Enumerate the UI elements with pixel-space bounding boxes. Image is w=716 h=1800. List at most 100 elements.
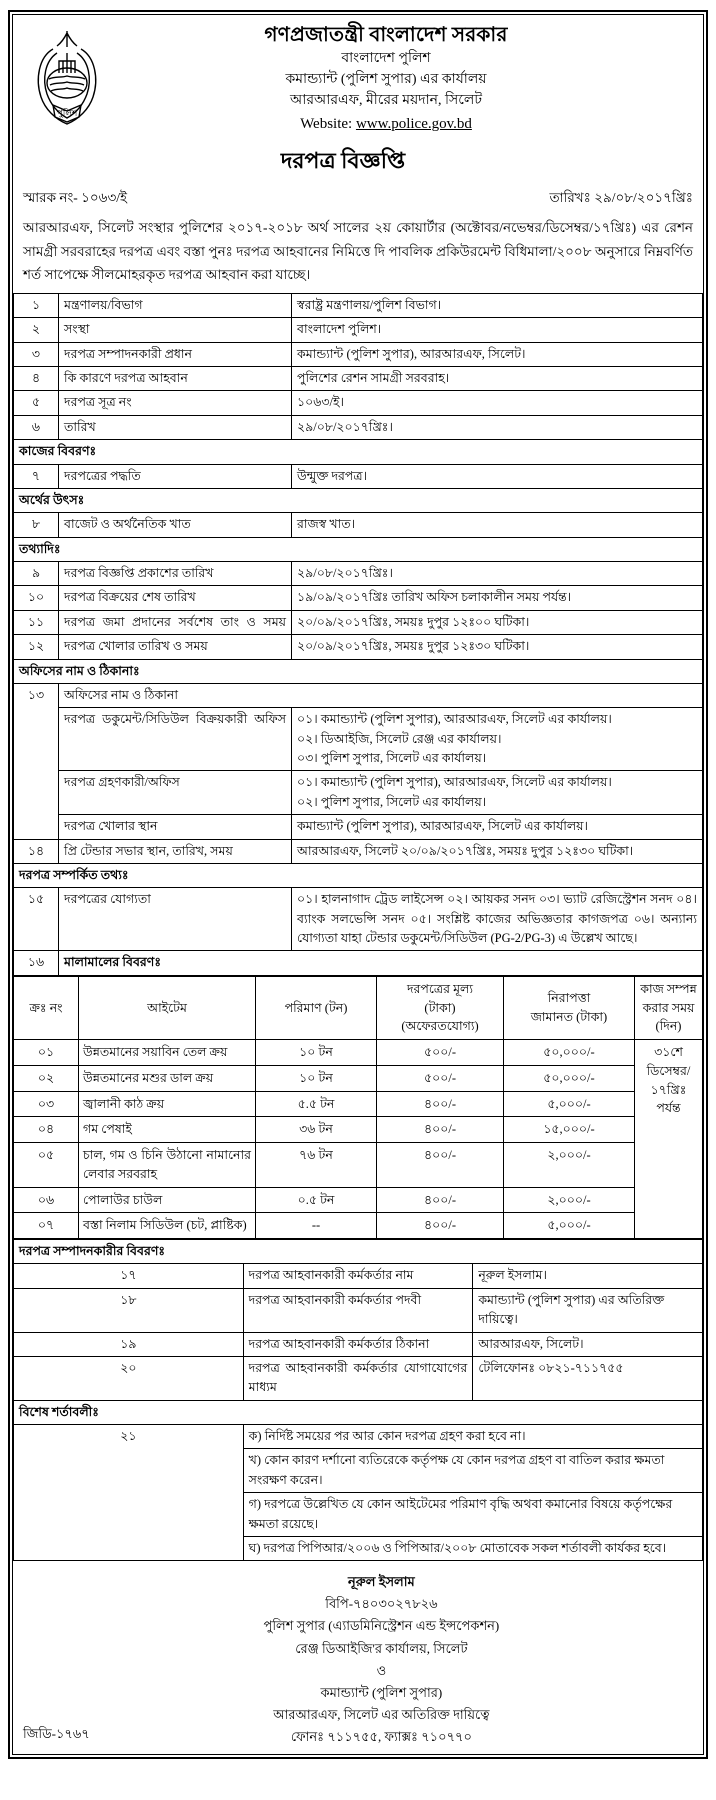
row-label: দরপত্র আহবানকারী কর্মকর্তার নাম	[242, 1263, 474, 1289]
row-value: টেলিফোনঃ ০৮২১-৭১১৭৫৫	[472, 1355, 703, 1401]
row-serial: ৩	[13, 341, 59, 368]
col-header-tender-price: দরপত্রের মূল্য (টাকা) (অফেরতযোগ্য)	[376, 975, 504, 1041]
condition-row: ২১ ক) নির্দিষ্ট সময়ের পর আর কোন দরপত্র …	[13, 1423, 704, 1562]
goods-items-table: ক্রঃ নং আইটেম পরিমাণ (টন) দরপত্রের মূল্য…	[13, 975, 703, 1239]
section-information: তথ্যাদিঃ	[13, 536, 703, 563]
row-serial: ১৩	[13, 682, 59, 840]
completion-time-value: ৩১শে ডিসেম্বর/১৭খ্রিঃ পর্যন্ত	[634, 1039, 703, 1239]
section-work-description: কাজের বিবরণঃ	[13, 439, 703, 465]
row-label: বাজেট ও অর্থনৈতিক খাত	[58, 512, 292, 538]
section-tender-related-info: দরপত্র সম্পর্কিত তথ্যঃ	[13, 862, 703, 889]
row-serial: ১২	[13, 634, 59, 660]
row-label: সংস্থা	[58, 317, 292, 343]
row-label: দরপত্র জমা প্রদানের সর্বশেষ তাং ও সময়	[58, 609, 292, 636]
row-value: কমান্ড্যান্ট (পুলিশ সুপার) এর অতিরিক্ত দ…	[472, 1287, 703, 1333]
item-row: ০৫ চাল, গম ও চিনি উঠানো নামানোর লেবার সর…	[13, 1142, 703, 1188]
row-value: পুলিশের রেশন সামগ্রী সরবরাহ।	[291, 365, 703, 392]
bangladesh-police-crest-icon: পুলিশ	[19, 23, 115, 131]
intro-paragraph: আরআরএফ, সিলেট সংস্থার পুলিশের ২০১৭-২০১৮ …	[23, 220, 693, 283]
table-row: ১১ দরপত্র জমা প্রদানের সর্বশেষ তাং ও সময…	[13, 609, 703, 636]
row-label: কি কারণে দরপত্র আহবান	[58, 365, 292, 392]
row-serial: ২০	[13, 1355, 244, 1401]
table-row: ৯ দরপত্র বিজ্ঞপ্তি প্রকাশের তারিখ ২৯/০৮/…	[13, 560, 703, 587]
table-row: ১০ দরপত্র বিক্রয়ের শেষ তারিখ ১৯/০৯/২০১৭…	[13, 585, 703, 611]
signatory-office-2: আরআরএফ, সিলেট এর অতিরিক্ত দায়িত্বে	[273, 1706, 490, 1722]
items-header-row: ক্রঃ নং আইটেম পরিমাণ (টন) দরপত্রের মূল্য…	[13, 975, 703, 1041]
table-row: ১৯ দরপত্র আহবানকারী কর্মকর্তার ঠিকানা আর…	[13, 1331, 703, 1357]
item-row: ০২ উন্নতমানের মশুর ডাল ক্রয় ১০ টন ৫০০/-…	[13, 1064, 703, 1092]
item-row: ০৩ জ্বালানী কাঠ ক্রয় ৫.৫ টন ৪০০/- ৫,০০০…	[13, 1090, 703, 1118]
col-header-line: করার সময়	[642, 1000, 695, 1015]
col-header-line: নিরাপত্তা	[547, 991, 591, 1006]
section-executor-details: দরপত্র সম্পাদনকারীর বিবরণঃ	[13, 1238, 703, 1265]
table-row: ৫ দরপত্র সূত্র নং ১০৬৩/ই।	[13, 390, 703, 416]
row-value: আরআরএফ, সিলেট ২০/০৯/২০১৭খ্রিঃ, সময়ঃ দুপ…	[291, 838, 703, 864]
item-tender-price: ৪০০/-	[376, 1142, 504, 1188]
memo-date: তারিখঃ ২৯/০৮/২০১৭খ্রিঃ	[549, 190, 693, 205]
item-serial: ০১	[13, 1039, 79, 1066]
row-serial: ১৫	[13, 887, 59, 952]
gd-number: জিডি-১৭৬৭	[23, 1726, 90, 1741]
item-tender-price: ৪০০/-	[376, 1090, 504, 1118]
office-line: ০২। ডিআইজি, সিলেট রেঞ্জ এর কার্যালয়।	[297, 731, 502, 746]
condition-clause: খ) কোন কারণ দর্শানো ব্যতিরেকে কর্তৃপক্ষ …	[242, 1448, 704, 1494]
row-serial: ১৬	[13, 950, 59, 976]
signatory-conjunction: ও	[376, 1662, 387, 1678]
item-row: ০৬ পোলাউর চাউল ০.৫ টন ৪০০/- ২,০০০/-	[13, 1186, 703, 1214]
organization-line-1: বাংলাদেশ পুলিশ	[341, 51, 431, 66]
item-name: পোলাউর চাউল	[78, 1186, 256, 1214]
tender-opening-place-label: দরপত্র খোলার স্থান	[58, 814, 292, 840]
table-row: ১৩ অফিসের নাম ও ঠিকানা	[13, 682, 703, 840]
row-value: কমান্ড্যান্ট (পুলিশ সুপার), আরআরএফ, সিলে…	[291, 341, 703, 368]
col-header-line: (অফেরতযোগ্য)	[401, 1019, 479, 1034]
row-serial: ৫	[13, 390, 59, 416]
memo-number: স্মারক নং- ১০৬৩/ই	[23, 190, 128, 205]
row-serial: ৮	[13, 512, 59, 538]
item-tender-price: ৫০০/-	[376, 1064, 504, 1092]
website-url-link[interactable]: www.police.gov.bd	[355, 116, 472, 132]
memo-row: স্মারক নং- ১০৬৩/ই তারিখঃ ২৯/০৮/২০১৭খ্রিঃ	[13, 185, 703, 214]
section-header-row: দরপত্র সম্পাদনকারীর বিবরণঃ	[13, 1238, 703, 1265]
tender-receiving-office-label: দরপত্র গ্রহণকারী/অফিস	[58, 770, 292, 816]
row-value: বাংলাদেশ পুলিশ।	[291, 317, 703, 343]
signatory-designation-1: পুলিশ সুপার (এ্যাডমিনিস্ট্রেশন এন্ড ইন্স…	[263, 1618, 500, 1634]
table-row: দরপত্র গ্রহণকারী/অফিস ০১। কমান্ড্যান্ট (…	[14, 770, 703, 816]
website-label: Website:	[300, 116, 353, 132]
item-quantity: ১০ টন	[255, 1064, 377, 1092]
condition-clause: গ) দরপত্রে উল্লেখিত যে কোন আইটেমের পরিমা…	[242, 1492, 704, 1537]
header-text-block: গণপ্রজাতন্ত্রী বাংলাদেশ সরকার বাংলাদেশ প…	[115, 23, 697, 136]
item-quantity: ৭৬ টন	[255, 1142, 377, 1188]
table-row: ১৬ মালামালের বিবরণঃ	[13, 950, 703, 976]
row-serial: ১	[13, 292, 59, 319]
row-serial: ১৪	[13, 838, 59, 864]
row-value: ২৯/০৮/২০১৭খ্রিঃ।	[291, 414, 703, 441]
item-name: চাল, গম ও চিনি উঠানো নামানোর লেবার সরবরা…	[78, 1142, 256, 1188]
item-tender-price: ৪০০/-	[376, 1116, 504, 1143]
document-outer-border: পুলিশ গণপ্রজাতন্ত্রী বাংলাদেশ সরকার বাংল…	[8, 10, 708, 1759]
signatory-name: নূরুল ইসলাম	[348, 1574, 415, 1590]
completion-time-line: ৩১শে	[654, 1045, 683, 1059]
row-label: দরপত্রের পদ্ধতি	[58, 463, 292, 489]
condition-clause: ক) নির্দিষ্ট সময়ের পর আর কোন দরপত্র গ্র…	[242, 1423, 704, 1450]
government-title: গণপ্রজাতন্ত্রী বাংলাদেশ সরকার	[264, 24, 508, 46]
row-label: দরপত্র বিজ্ঞপ্তি প্রকাশের তারিখ	[58, 560, 292, 587]
row-serial: ৪	[13, 365, 59, 392]
section-fund-source: অর্থের উৎসঃ	[13, 487, 703, 514]
office-name-address-title: অফিসের নাম ও ঠিকানা	[58, 682, 703, 709]
table-row: ৬ তারিখ ২৯/০৮/২০১৭খ্রিঃ।	[13, 414, 703, 441]
row-value: উন্মুক্ত দরপত্র।	[291, 463, 703, 489]
completion-time-line: পর্যন্ত	[656, 1101, 681, 1116]
document-title: দরপত্র বিজ্ঞপ্তি	[280, 148, 406, 173]
row-label: মন্ত্রণালয়/বিভাগ	[58, 292, 292, 319]
row-label: দরপত্র আহবানকারী কর্মকর্তার পদবী	[242, 1287, 474, 1333]
item-serial: ০৩	[13, 1090, 79, 1118]
item-serial: ০৫	[13, 1142, 79, 1188]
organization-line-3: আরআরএফ, মীরের ময়দান, সিলেট	[290, 93, 482, 108]
signatory-office-1: রেঞ্জ ডিআইজি'র কার্যালয়, সিলেট	[295, 1640, 468, 1656]
col-header-item: আইটেম	[78, 975, 256, 1041]
item-security-deposit: ৫,০০০/-	[503, 1090, 635, 1118]
row-value: ১০৬৩/ই।	[291, 390, 703, 416]
item-tender-price: ৪০০/-	[376, 1186, 504, 1214]
schedule-selling-office-value: ০১। কমান্ড্যান্ট (পুলিশ সুপার), আরআরএফ, …	[291, 707, 703, 772]
item-security-deposit: ৫০,০০০/-	[503, 1039, 635, 1066]
